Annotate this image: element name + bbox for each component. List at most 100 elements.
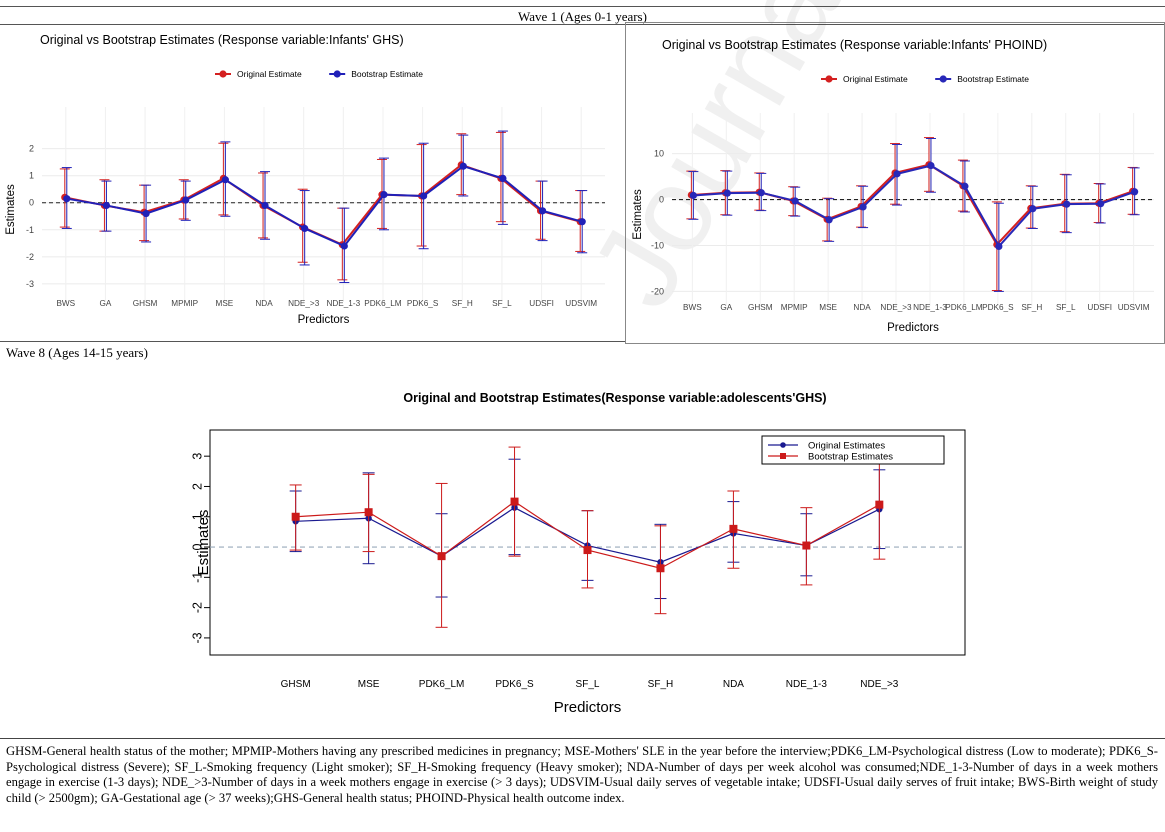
data-point [859,203,867,211]
x-tick-label: PDK6_S [495,679,534,690]
y-axis-label: Estimates [5,184,17,235]
data-point [437,552,446,561]
data-point [1029,205,1037,213]
data-point [221,176,229,184]
y-tick-label: 0 [659,195,664,205]
y-tick-label: -2 [190,602,204,613]
data-point [1131,188,1139,196]
series-line [693,164,1135,249]
x-tick-label: PDK6_LM [364,299,401,308]
data-point [301,224,309,233]
x-tick-label: UDSVIM [1118,303,1150,312]
legend-label: Bootstrap Estimate [957,74,1029,84]
footnote-rule [0,738,1165,739]
legend-marker [219,70,227,78]
data-point [510,497,519,506]
legend-marker [780,442,786,448]
x-tick-label: GA [100,299,112,308]
data-point [961,182,969,190]
data-point [723,189,731,197]
data-point [420,192,428,200]
data-point [538,207,547,215]
legend-marker [780,453,786,459]
y-tick-label: 2 [190,483,204,490]
x-tick-label: UDSFI [529,299,554,308]
x-tick-label: NDE_>3 [860,679,899,690]
x-tick-label: MSE [358,679,380,690]
y-tick-label: 2 [29,144,34,154]
y-tick-label: -1 [26,225,34,235]
data-point [757,189,765,197]
data-point [261,201,269,210]
legend-marker [825,75,833,83]
x-tick-label: GHSM [133,299,158,308]
data-point [1063,200,1071,208]
legend-label: Original Estimates [808,441,885,452]
x-tick-label: BWS [683,303,702,312]
x-tick-label: BWS [56,299,75,308]
chart-infants-phoind-svg: -20 -10 0 10 BWS GA GHSM MPMIP MSE NDA NDE_>3 NDE_1… [632,38,1154,334]
legend-box [761,435,945,465]
y-axis-label: Estimates [632,189,644,240]
data-point [142,209,150,218]
x-tick-label: MSE [216,299,234,308]
plot-frame [209,429,966,656]
y-tick-label: 0 [29,198,34,208]
chart-adolescents-ghs-svg: -3 -2 -1 0 1 2 3 GHSM MSE PDK6_LM PDK6_S SF_L SF_H ND… [190,391,966,716]
legend-label: Original Estimate [843,74,908,84]
data-point [459,162,467,170]
data-point [791,197,799,205]
chart-infants-ghs: -3 -2 -1 0 1 2 BWS GA GHSM MPMIP MSE NDA NDE_>3 NDE_1… [0,22,615,338]
y-tick-label: -10 [651,240,664,250]
x-tick-label: MPMIP [781,303,808,312]
data-point [380,191,388,199]
data-point [729,524,738,533]
chart-infants-phoind: -20 -10 0 10 BWS GA GHSM MPMIP MSE NDA NDE_>3 NDE_1… [625,22,1165,344]
legend-marker [333,70,341,78]
y-tick-label: 3 [190,453,204,460]
chart-adolescents-ghs: -3 -2 -1 0 1 2 3 GHSM MSE PDK6_LM PDK6_S SF_L SF_H ND… [0,372,1165,722]
data-point [499,174,507,182]
x-tick-label: GA [720,303,732,312]
y-tick-label: -2 [26,252,34,262]
y-tick-label: 10 [654,149,664,159]
x-tick-label: SF_H [648,679,674,690]
series-line [66,165,583,248]
data-point [1097,200,1105,208]
data-point [875,500,884,509]
x-tick-label: NDA [853,303,871,312]
x-tick-label: NDE_>3 [288,299,320,308]
x-tick-label: NDA [255,299,273,308]
y-tick-label: -3 [26,279,34,289]
wave8-label: Wave 8 (Ages 14-15 years) [6,345,148,360]
x-tick-label: MSE [819,303,837,312]
x-tick-label: MPMIP [171,299,198,308]
chart-infants-ghs-svg: -3 -2 -1 0 1 2 BWS GA GHSM MPMIP MSE NDA NDE_>3 NDE_1… [5,33,605,326]
x-tick-label: PDK6_LM [945,303,982,312]
data-point [340,242,348,250]
data-point [578,218,586,226]
x-tick-label: SF_H [452,299,473,308]
data-point [182,196,190,204]
x-axis-label: Predictors [887,322,939,334]
x-tick-label: UDSFI [1087,303,1112,312]
data-point [893,170,901,178]
data-point [825,216,833,224]
data-point [995,242,1003,251]
data-point [63,195,71,203]
y-tick-label: -3 [190,632,204,643]
data-point [291,512,300,521]
legend-marker [939,75,947,83]
x-tick-label: PDK6_S [982,303,1014,312]
y-tick-label: 1 [190,513,204,520]
x-axis-label: Predictors [298,314,350,326]
x-tick-label: NDE_1-3 [913,303,947,312]
data-point [364,508,373,517]
x-tick-label: NDA [723,679,744,690]
wave-divider [0,341,625,342]
y-tick-label: 1 [29,171,34,181]
y-tick-label: -1 [190,572,204,583]
legend-label: Original Estimate [237,69,302,79]
legend-label: Bootstrap Estimates [808,452,893,463]
x-axis-label: Predictors [554,699,622,716]
